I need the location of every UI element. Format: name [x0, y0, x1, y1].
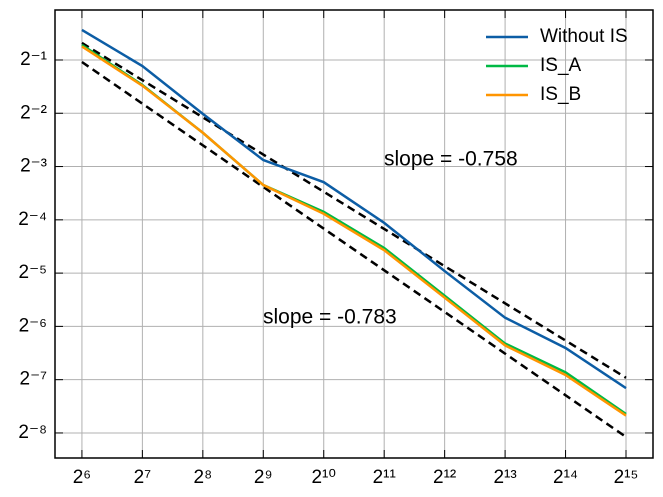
x-tick-label: 2⁶: [73, 467, 91, 488]
y-tick-label: 2⁻⁸: [18, 422, 47, 443]
x-tick-label: 2⁷: [134, 467, 152, 488]
y-tick-label: 2⁻⁶: [19, 315, 47, 336]
x-tick-label: 2⁸: [194, 467, 213, 488]
x-tick-label: 2¹⁴: [553, 467, 578, 488]
x-tick-label: 2¹³: [493, 467, 516, 488]
annotation: slope = -0.758: [384, 148, 518, 171]
y-tick-label: 2⁻⁷: [20, 369, 48, 390]
legend-label: Without IS: [540, 26, 628, 47]
annotation: slope = -0.783: [263, 306, 397, 329]
fit-line: [81, 60, 627, 438]
x-tick-label: 2¹¹: [373, 467, 396, 488]
y-tick-label: 2⁻⁵: [19, 262, 47, 283]
legend-label: IS_A: [540, 55, 582, 76]
y-tick-label: 2⁻³: [20, 156, 47, 177]
fit-line: [81, 41, 627, 379]
series-line: [81, 45, 627, 417]
plot-frame: [54, 9, 654, 459]
x-tick-label: 2⁹: [254, 467, 273, 488]
series-line: [81, 28, 627, 390]
x-tick-label: 2¹⁵: [614, 467, 639, 488]
y-tick-label: 2⁻⁴: [18, 209, 47, 230]
x-tick-label: 2¹²: [433, 467, 456, 488]
y-tick-label: 2⁻²: [20, 102, 47, 123]
y-tick-label: 2⁻¹: [20, 49, 47, 70]
x-tick-label: 2¹⁰: [311, 467, 336, 488]
legend-label: IS_B: [540, 84, 581, 105]
